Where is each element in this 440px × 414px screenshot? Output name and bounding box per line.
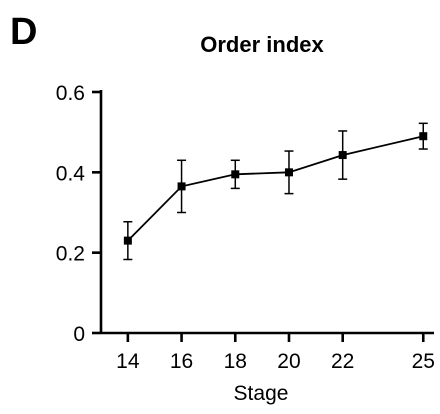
y-tick-label: 0.4: [56, 162, 86, 185]
series-group: [123, 122, 428, 261]
x-tick-label: 16: [170, 350, 193, 373]
x-tick-label: 20: [277, 350, 300, 373]
chart-title: Order index: [200, 32, 324, 57]
y-tick-label: 0: [73, 323, 85, 346]
y-tick-label: 0.2: [56, 243, 85, 266]
panel-label: D: [10, 11, 37, 53]
data-point: [338, 151, 347, 160]
data-point: [123, 236, 132, 245]
series-line: [127, 135, 424, 242]
data-point: [231, 170, 240, 179]
x-tick-label: 25: [412, 350, 435, 373]
y-axis: 0 0.2 0.4 0.6: [56, 82, 103, 346]
data-point: [284, 168, 293, 177]
x-axis-title: Stage: [234, 382, 289, 405]
x-tick-label: 18: [224, 350, 247, 373]
data-point: [419, 132, 428, 141]
y-tick-label: 0.6: [56, 82, 85, 105]
x-tick-label: 14: [116, 350, 140, 373]
x-tick-label: 22: [331, 350, 354, 373]
data-point: [177, 182, 186, 191]
x-axis: 14 16 18 20 22 25: [101, 331, 435, 373]
